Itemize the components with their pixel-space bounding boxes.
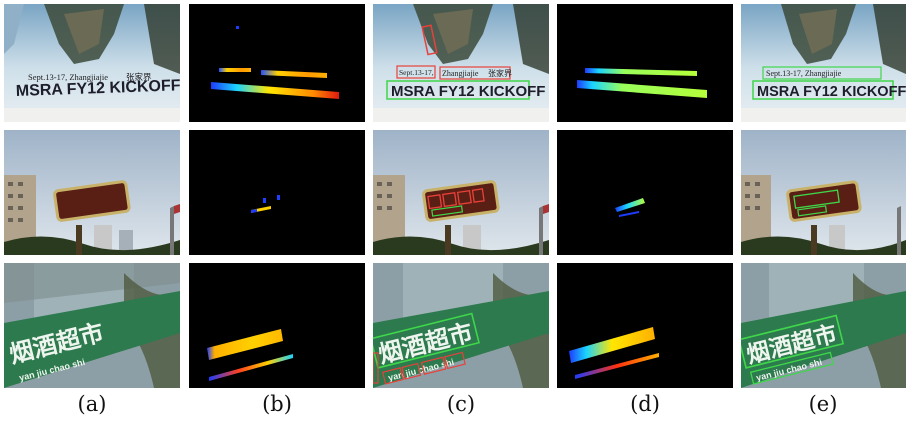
photo-row2-col-a: [4, 130, 180, 255]
svg-text:Sept.13-17, Zhangjiajie: Sept.13-17, Zhangjiajie: [766, 69, 842, 78]
caption-d: (d): [630, 392, 660, 416]
svg-text:MSRA FY12 KICKOFF: MSRA FY12 KICKOFF: [391, 83, 545, 100]
map-row3-col-b: [189, 263, 365, 388]
svg-text:张家界: 张家界: [488, 68, 512, 78]
headline-text: MSRA FY12 KICKOFF: [16, 77, 180, 100]
word-sept-text: Sept.13-17,: [399, 68, 434, 77]
photo-row3-col-a: 烟酒超市 yan jiu chao shi: [4, 263, 180, 388]
subtitle-text: Sept.13-17, Zhangjiajie: [28, 72, 108, 82]
map-row2-col-d: [557, 130, 733, 255]
photo-row2-col-e: [741, 130, 906, 255]
map-row3-col-d: [557, 263, 733, 388]
map-row1-col-d: [557, 4, 733, 122]
photo-row3-col-c: 烟酒超市 yan jiu chao shi: [373, 263, 549, 388]
subtitle-chinese-text: 张家界: [126, 72, 152, 82]
caption-c: (c): [446, 392, 476, 416]
word-zhang-text: Zhangjiajie: [442, 69, 479, 78]
map-row2-col-b: [189, 130, 365, 255]
photo-row1-col-c: Sept.13-17, Zhangjiajie 张家界 MSRA FY12 KI…: [373, 4, 549, 122]
photo-row1-col-e: Sept.13-17, Zhangjiajie MSRA FY12 KICKOF…: [741, 4, 906, 122]
map-row1-col-b: [189, 4, 365, 122]
photo-row3-col-e: 烟酒超市 yan jiu chao shi: [741, 263, 906, 388]
photo-row2-col-c: [373, 130, 549, 255]
photo-row1-col-a: Sept.13-17, Zhangjiajie 张家界 MSRA FY12 KI…: [4, 4, 180, 122]
svg-text:MSRA FY12 KICKOFF: MSRA FY12 KICKOFF: [757, 84, 906, 100]
caption-a: (a): [77, 392, 107, 416]
caption-b: (b): [262, 392, 292, 416]
caption-e: (e): [808, 392, 838, 416]
